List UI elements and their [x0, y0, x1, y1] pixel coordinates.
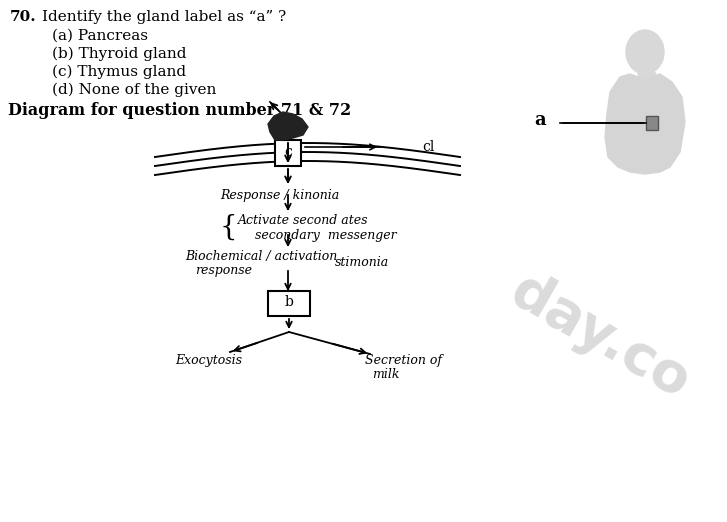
Text: (c) Thymus gland: (c) Thymus gland — [52, 65, 186, 79]
Polygon shape — [605, 74, 685, 174]
Text: response: response — [195, 264, 252, 277]
Bar — [268, 291, 310, 316]
Text: 70.: 70. — [10, 10, 36, 24]
Text: (b) Thyroid gland: (b) Thyroid gland — [52, 47, 187, 62]
Text: Secretion of: Secretion of — [365, 354, 442, 367]
Text: a: a — [534, 111, 546, 129]
Text: cl: cl — [422, 140, 434, 154]
Text: secondary  messenger: secondary messenger — [255, 229, 397, 242]
Text: Biochemical / activation: Biochemical / activation — [185, 250, 337, 263]
Text: (d) None of the given: (d) None of the given — [52, 83, 217, 98]
Text: milk: milk — [372, 368, 400, 381]
Polygon shape — [268, 112, 308, 140]
Polygon shape — [638, 70, 656, 82]
Bar — [646, 116, 658, 130]
Text: Activate second ates: Activate second ates — [238, 214, 369, 227]
Text: c: c — [284, 145, 292, 159]
Text: (a) Pancreas: (a) Pancreas — [52, 29, 148, 43]
Text: Identify the gland label as “a” ?: Identify the gland label as “a” ? — [42, 10, 286, 24]
Text: Diagram for question number 71 & 72: Diagram for question number 71 & 72 — [8, 102, 351, 119]
Text: Response / kinonia: Response / kinonia — [220, 189, 340, 202]
Text: b: b — [284, 295, 294, 309]
Ellipse shape — [626, 30, 664, 74]
Text: day.co: day.co — [501, 264, 699, 410]
Text: stimonia: stimonia — [335, 256, 389, 269]
Bar — [275, 140, 301, 166]
Text: {: { — [220, 214, 238, 241]
Text: Exocytosis: Exocytosis — [175, 354, 242, 367]
